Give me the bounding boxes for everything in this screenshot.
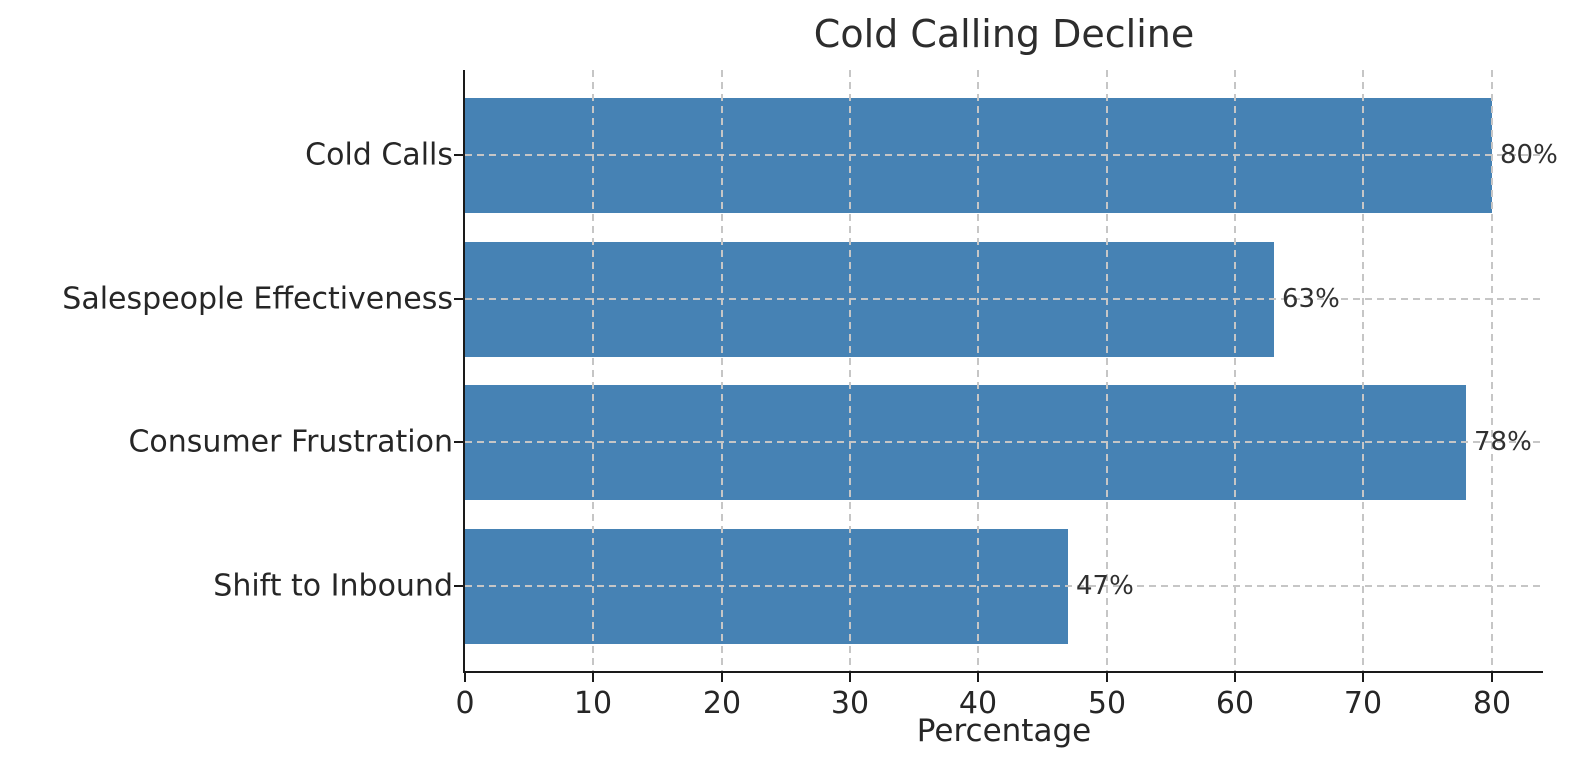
- x-tick-mark: [721, 673, 723, 682]
- x-tick-label: 40: [958, 686, 998, 721]
- x-axis-label: Percentage: [916, 713, 1092, 749]
- y-tick-mark: [454, 585, 463, 587]
- x-tick-mark: [464, 673, 466, 682]
- y-axis-spine: [463, 70, 465, 673]
- x-tick-label: 10: [573, 686, 613, 721]
- y-gridline: [465, 585, 1543, 587]
- y-category-label: Cold Calls: [305, 137, 453, 173]
- bar-value-label: 80%: [1500, 140, 1558, 170]
- x-axis-spine: [463, 671, 1543, 673]
- bar-value-label: 63%: [1282, 284, 1340, 314]
- x-tick-mark: [1234, 673, 1236, 682]
- y-category-label: Salespeople Effectiveness: [62, 281, 453, 317]
- x-gridline: [1234, 70, 1236, 671]
- x-tick-label: 0: [455, 686, 475, 721]
- x-tick-label: 20: [702, 686, 742, 721]
- bar-value-label: 47%: [1076, 571, 1134, 601]
- bar-value-label: 78%: [1474, 427, 1532, 457]
- x-tick-label: 50: [1087, 686, 1127, 721]
- x-gridline: [1491, 70, 1493, 671]
- x-tick-label: 80: [1472, 686, 1512, 721]
- x-tick-label: 70: [1343, 686, 1383, 721]
- x-gridline: [849, 70, 851, 671]
- y-gridline: [465, 441, 1543, 443]
- x-tick-mark: [1106, 673, 1108, 682]
- x-tick-mark: [1491, 673, 1493, 682]
- x-tick-label: 60: [1215, 686, 1255, 721]
- y-tick-mark: [454, 441, 463, 443]
- x-gridline: [977, 70, 979, 671]
- y-category-label: Shift to Inbound: [213, 568, 453, 604]
- x-tick-label: 30: [830, 686, 870, 721]
- y-gridline: [465, 154, 1543, 156]
- x-gridline: [592, 70, 594, 671]
- x-gridline: [721, 70, 723, 671]
- y-gridline: [465, 298, 1543, 300]
- x-tick-mark: [849, 673, 851, 682]
- y-category-label: Consumer Frustration: [128, 424, 453, 460]
- x-tick-mark: [1362, 673, 1364, 682]
- plot-area: 0 10 20 30 40 50 60 70 80 Cold Calls 80% Salespeopl…: [62, 70, 1558, 721]
- x-gridline: [1362, 70, 1364, 671]
- y-tick-mark: [454, 154, 463, 156]
- y-tick-mark: [454, 298, 463, 300]
- x-gridline: [1106, 70, 1108, 671]
- x-tick-mark: [592, 673, 594, 682]
- x-tick-mark: [977, 673, 979, 682]
- chart-title: Cold Calling Decline: [813, 12, 1195, 56]
